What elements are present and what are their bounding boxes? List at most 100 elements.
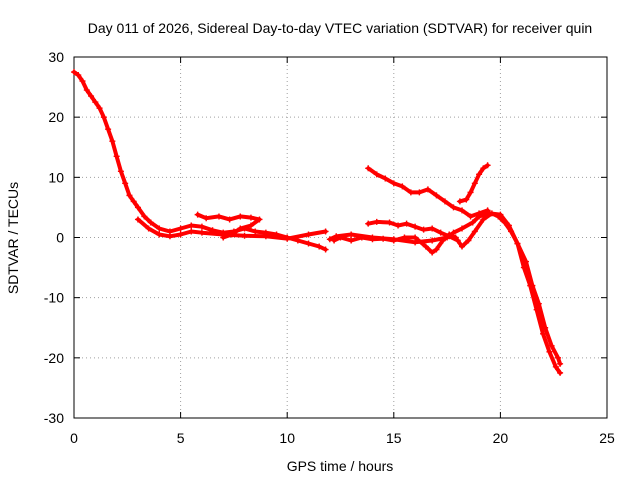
data-point: [105, 126, 112, 133]
series-track-15h: [365, 218, 461, 244]
data-point: [390, 236, 397, 243]
x-tick-label: 0: [70, 430, 78, 446]
data-point: [247, 222, 254, 229]
data-point: [145, 225, 152, 232]
data-point: [75, 72, 82, 79]
data-point: [322, 246, 329, 253]
data-point: [476, 210, 483, 217]
data-point: [100, 114, 107, 121]
y-tick-label: -20: [44, 350, 64, 366]
y-tick-label: 30: [48, 49, 64, 65]
data-point: [198, 223, 205, 230]
data-point: [71, 69, 77, 76]
series-track-upper: [194, 211, 263, 241]
data-point: [465, 237, 472, 244]
data-point: [130, 198, 137, 205]
data-point: [471, 228, 478, 235]
data-point: [454, 237, 461, 244]
series-track-lower: [134, 216, 329, 242]
data-point: [522, 258, 529, 265]
data-point: [96, 105, 103, 112]
data-point: [83, 87, 90, 94]
y-tick-labels: -30 -20 -10 0 10 20 30: [44, 49, 64, 426]
data-point: [365, 165, 372, 172]
data-point: [322, 228, 329, 235]
data-point: [459, 207, 466, 214]
y-tick-label: -30: [44, 410, 64, 426]
y-tick-label: 0: [56, 230, 64, 246]
series-line: [72, 70, 328, 252]
data-point: [147, 219, 154, 226]
data-point: [471, 180, 478, 187]
data-point: [198, 229, 205, 236]
data-point: [79, 78, 86, 85]
data-point: [497, 211, 504, 218]
y-tick-label: -10: [44, 290, 64, 306]
x-tick-label: 10: [279, 430, 295, 446]
data-point: [480, 216, 487, 223]
data-point: [420, 226, 427, 233]
data-point: [177, 225, 184, 232]
data-point: [469, 219, 476, 226]
data-point: [395, 222, 402, 229]
data-point: [122, 180, 129, 187]
data-point: [305, 240, 312, 247]
data-point: [467, 213, 474, 220]
data-point: [529, 282, 536, 289]
data-point: [247, 214, 254, 221]
data-point: [373, 171, 380, 178]
plot-frame: [73, 56, 608, 419]
series-track-rise: [456, 162, 491, 205]
data-point: [429, 225, 436, 232]
data-point: [386, 219, 393, 226]
x-axis-label: GPS time / hours: [287, 458, 394, 474]
data-point: [459, 225, 466, 232]
data-point: [109, 138, 116, 145]
data-point: [117, 168, 124, 175]
data-point: [382, 175, 389, 182]
x-tick-label: 25: [599, 430, 615, 446]
data-point: [134, 204, 141, 211]
data-point: [441, 198, 448, 205]
data-point: [156, 231, 163, 238]
data-point: [416, 189, 423, 196]
data-point: [399, 183, 406, 190]
data-point: [92, 99, 99, 106]
data-point: [237, 213, 244, 220]
data-point: [535, 300, 542, 307]
data-point: [456, 198, 463, 205]
data-point: [429, 237, 436, 244]
data-point: [237, 225, 244, 232]
data-point: [540, 330, 547, 337]
y-axis-label: SDTVAR / TECUs: [5, 182, 21, 294]
data-point: [486, 210, 493, 217]
data-point: [390, 180, 397, 187]
data-point: [284, 235, 291, 242]
data-point: [480, 165, 487, 172]
data-point: [424, 186, 431, 193]
data-point: [241, 232, 248, 239]
data-point: [446, 233, 453, 240]
data-point: [177, 231, 184, 238]
data-point: [203, 215, 210, 222]
data-point: [557, 360, 564, 367]
data-point: [113, 153, 120, 160]
series-track-high: [365, 165, 491, 220]
data-point: [256, 216, 263, 223]
data-point: [348, 237, 355, 244]
data-point: [412, 239, 419, 246]
data-point: [505, 222, 512, 229]
x-tick-label: 15: [386, 430, 402, 446]
data-point: [437, 229, 444, 236]
data-point: [514, 240, 521, 247]
data-point: [141, 213, 148, 220]
data-point: [326, 236, 333, 243]
data-point: [459, 243, 466, 250]
data-point: [220, 234, 227, 241]
data-point: [554, 354, 561, 361]
data-point: [134, 216, 141, 223]
data-point: [548, 342, 555, 349]
data-point: [369, 234, 376, 241]
data-point: [429, 249, 436, 256]
data-point: [305, 231, 312, 238]
